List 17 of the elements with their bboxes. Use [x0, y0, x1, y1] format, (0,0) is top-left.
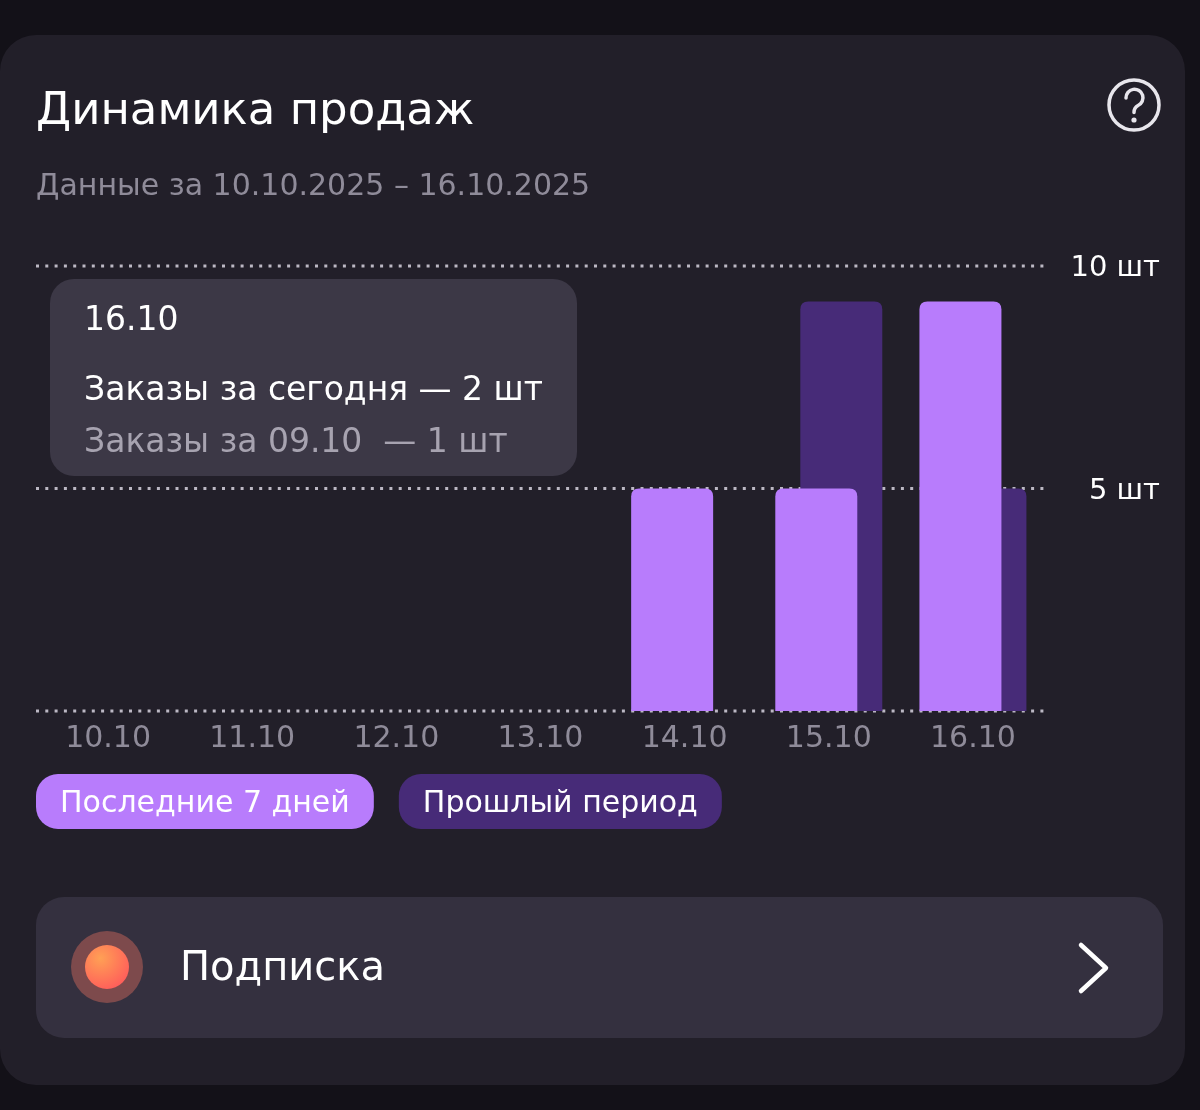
text: Прошлый период: [422, 784, 698, 819]
x-tick-label: 11.10: [209, 719, 296, 754]
x-tick-label: 13.10: [497, 719, 584, 754]
annotation: 16.10: [84, 299, 179, 338]
y-tick-label: 10 шт: [1070, 249, 1161, 284]
x-tick-label: 14.10: [641, 719, 728, 754]
x-tick-label: 16.10: [929, 719, 1016, 754]
chart-subtitle: Данные за 10.10.2025 – 16.10.2025: [36, 167, 591, 202]
x-tick-label: 15.10: [785, 719, 872, 754]
annotation: Заказы за сегодня — 2 шт: [84, 369, 543, 408]
annotation: Заказы за 09.10 — 1 шт: [84, 421, 508, 460]
text: Подписка: [180, 943, 386, 989]
y-tick-label: 5 шт: [1088, 471, 1161, 506]
chart-title: Динамика продаж: [36, 82, 475, 135]
text: Последние 7 дней: [60, 784, 350, 819]
x-tick-label: 12.10: [353, 719, 440, 754]
x-tick-label: 10.10: [65, 719, 152, 754]
